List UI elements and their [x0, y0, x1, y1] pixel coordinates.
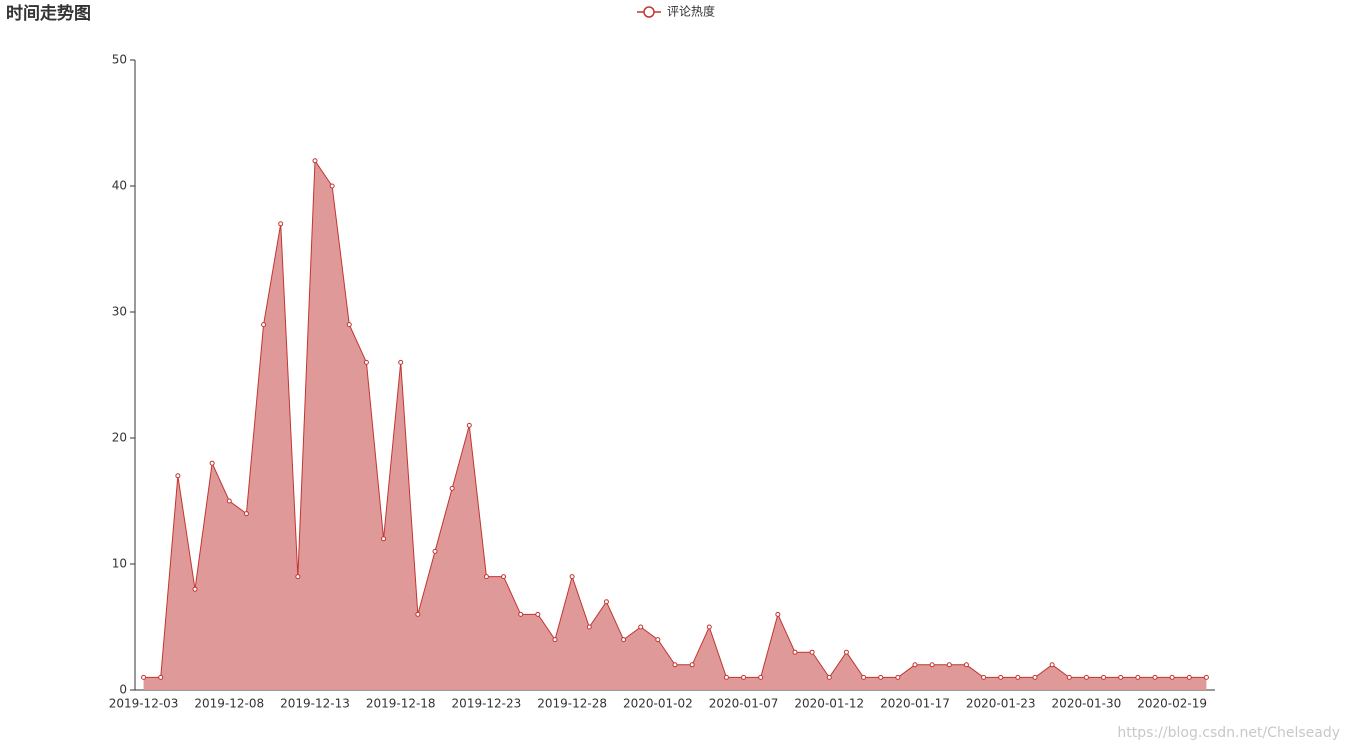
point [912, 662, 918, 668]
point [535, 611, 541, 617]
x-tick-label: 2020-02-19 [1137, 697, 1207, 711]
point [209, 460, 215, 466]
point [826, 674, 832, 680]
point [295, 574, 301, 580]
y-tick-label: 50 [112, 53, 127, 67]
x-tick-label: 2020-01-17 [880, 697, 950, 711]
point [552, 637, 558, 643]
point [192, 586, 198, 592]
point [741, 674, 747, 680]
point [158, 674, 164, 680]
point [346, 322, 352, 328]
point [946, 662, 952, 668]
point [432, 548, 438, 554]
point [775, 611, 781, 617]
legend-label: 评论热度 [667, 4, 715, 19]
x-tick-label: 2019-12-08 [194, 697, 264, 711]
y-tick-label: 0 [119, 683, 127, 697]
point [1135, 674, 1141, 680]
point [363, 359, 369, 365]
point [569, 574, 575, 580]
point [278, 221, 284, 227]
x-tick-label: 2020-01-30 [1052, 697, 1122, 711]
point [1015, 674, 1021, 680]
point [226, 498, 232, 504]
point [483, 574, 489, 580]
point [466, 422, 472, 428]
point [1152, 674, 1158, 680]
point [706, 624, 712, 630]
chart-title: 时间走势图 [6, 3, 91, 24]
point [312, 158, 318, 164]
point [415, 611, 421, 617]
point [1032, 674, 1038, 680]
point [261, 322, 267, 328]
point [243, 511, 249, 517]
point [1083, 674, 1089, 680]
x-tick-label: 2019-12-13 [280, 697, 350, 711]
point [1203, 674, 1209, 680]
point [1066, 674, 1072, 680]
point [878, 674, 884, 680]
point [1169, 674, 1175, 680]
x-tick-label: 2020-01-07 [709, 697, 779, 711]
point [998, 674, 1004, 680]
x-tick-label: 2019-12-18 [366, 697, 436, 711]
x-tick-label: 2019-12-23 [452, 697, 522, 711]
point [1186, 674, 1192, 680]
point [329, 183, 335, 189]
point [723, 674, 729, 680]
point [672, 662, 678, 668]
x-tick-label: 2019-12-03 [109, 697, 179, 711]
point [398, 359, 404, 365]
point [603, 599, 609, 605]
point [381, 536, 387, 542]
x-tick-label: 2020-01-23 [966, 697, 1036, 711]
point [895, 674, 901, 680]
point [518, 611, 524, 617]
point [689, 662, 695, 668]
point [1101, 674, 1107, 680]
point [1049, 662, 1055, 668]
y-tick-label: 20 [112, 431, 127, 445]
point [843, 649, 849, 655]
point [809, 649, 815, 655]
y-tick-label: 30 [112, 305, 127, 319]
point [175, 473, 181, 479]
point [929, 662, 935, 668]
point [501, 574, 507, 580]
point [586, 624, 592, 630]
y-tick-label: 10 [112, 557, 127, 571]
point [655, 637, 661, 643]
area [143, 160, 1207, 691]
point [621, 637, 627, 643]
legend-symbol [643, 6, 655, 18]
point [963, 662, 969, 668]
point [141, 674, 147, 680]
point [638, 624, 644, 630]
y-tick-label: 40 [112, 179, 127, 193]
point [981, 674, 987, 680]
point [861, 674, 867, 680]
x-tick-label: 2020-01-12 [794, 697, 864, 711]
x-tick-label: 2019-12-28 [537, 697, 607, 711]
x-tick-label: 2020-01-02 [623, 697, 693, 711]
watermark: https://blog.csdn.net/Chelseady [1117, 725, 1340, 741]
point [758, 674, 764, 680]
point [792, 649, 798, 655]
point [1118, 674, 1124, 680]
point [449, 485, 455, 491]
